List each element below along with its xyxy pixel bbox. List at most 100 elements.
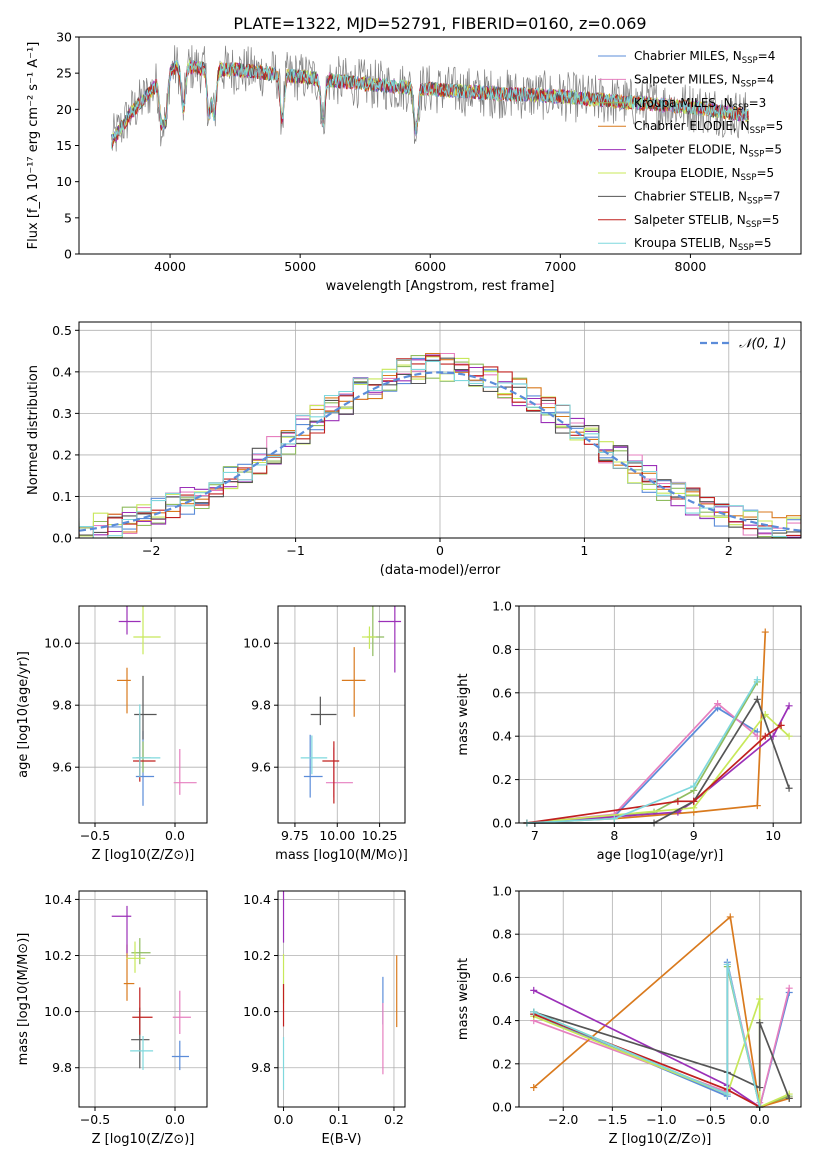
legend-label: Chabrier STELIB, NSSP=7 — [634, 189, 781, 206]
mass_vs_ebv-points — [282, 891, 398, 1090]
errorbar-point — [300, 735, 328, 775]
residuals-panel: 𝒩(0, 1) −2 −1 0 1 2 0.0 0.1 0.2 0.3 0.4 0.5 (data-mo… — [26, 321, 802, 578]
weight_vs_age-panel: 7 8 9 10 0.0 0.2 0.4 0.6 0.8 1.0 age [log10(age/yr… — [456, 599, 802, 863]
x-tick-label: 0.0 — [165, 1112, 185, 1127]
x-tick-label: −1.5 — [597, 1112, 627, 1127]
errorbar-point — [132, 987, 153, 1035]
x-axis-label: E(B-V) — [321, 1132, 361, 1147]
spectrum-legend: Chabrier MILES, NSSP=4 Salpeter MILES, NS… — [598, 49, 783, 253]
x-tick-label: 9.75 — [281, 828, 309, 843]
y-tick-label: 0 — [64, 247, 72, 262]
x-tick-label: −2.0 — [548, 1112, 578, 1127]
x-tick-label: −0.5 — [80, 1112, 110, 1127]
errorbar-point — [126, 941, 146, 973]
age_vs_Z-panel: −0.5 0.0 9.6 9.8 10.0 Z [log10(Z/Z⊙)] age [log… — [16, 605, 208, 863]
data-point-marker — [530, 1008, 538, 1016]
y-tick-label: 10.2 — [44, 948, 72, 963]
model-spectrum-salpeter_stelib — [111, 61, 749, 148]
data-point-marker — [723, 1090, 731, 1098]
y-tick-label: 0.6 — [492, 970, 512, 985]
legend-label: Chabrier ELODIE, NSSP=5 — [634, 119, 783, 136]
errorbar-point — [111, 905, 132, 954]
data-point-marker — [756, 1084, 764, 1092]
legend-label: Kroupa ELODIE, NSSP=5 — [634, 166, 774, 183]
data-point-marker — [785, 732, 793, 740]
x-tick-label: 0.0 — [165, 828, 185, 843]
y-tick-label: 5 — [64, 210, 72, 225]
x-tick-label: 6000 — [414, 259, 446, 274]
y-tick-label: 10.2 — [243, 948, 271, 963]
data-point-marker — [530, 986, 538, 994]
y-tick-label: 10 — [56, 174, 72, 189]
errorbar-point — [322, 741, 340, 804]
y-tick-label: 0.0 — [492, 816, 512, 831]
legend-label: Salpeter STELIB, NSSP=5 — [634, 213, 779, 230]
y-tick-label: 9.8 — [251, 1060, 271, 1075]
y-tick-label: 10.0 — [44, 636, 72, 651]
legend-label: Kroupa MILES, NSSP=3 — [634, 96, 766, 113]
data-point-marker — [785, 1094, 793, 1102]
mass_vs_Z-panel: −0.5 0.0 9.8 10.0 10.2 10.4 Z [log10(Z/Z⊙)] mas… — [16, 890, 208, 1147]
y-tick-label: 9.8 — [52, 1060, 72, 1075]
x-tick-label: 8000 — [675, 259, 707, 274]
y-tick-label: 0.0 — [52, 531, 72, 546]
y-tick-label: 10.0 — [44, 1004, 72, 1019]
y-tick-label: 0.8 — [492, 642, 512, 657]
data-point-marker — [530, 1084, 538, 1092]
mass_vs_ebv-panel: 0.0 0.1 0.2 9.8 10.0 10.2 10.4 E(B-V) — [243, 890, 406, 1147]
errorbar-point — [123, 944, 135, 1001]
y-axis-label: Flux [f_λ 10⁻¹⁷ erg cm⁻² s⁻¹ A⁻¹] — [26, 42, 41, 250]
y-tick-label: 0.3 — [52, 406, 72, 421]
y-tick-label: 10.4 — [243, 892, 271, 907]
x-tick-label: 0.0 — [274, 1112, 294, 1127]
data-point-marker — [690, 804, 698, 812]
spectrum-lines — [111, 45, 749, 152]
errorbar-point — [117, 667, 131, 714]
y-tick-label: 0.4 — [52, 364, 72, 379]
series-line — [526, 679, 759, 824]
axes-frame — [277, 605, 406, 824]
y-tick-label: 10.0 — [243, 636, 271, 651]
y-axis-label: age [log10(age/yr)] — [16, 651, 31, 778]
figure-title: PLATE=1322, MJD=52791, FIBERID=0160, z=0… — [233, 14, 646, 33]
y-tick-label: 1.0 — [492, 599, 512, 614]
y-tick-label: 10.0 — [243, 1004, 271, 1019]
x-tick-label: −1 — [286, 543, 304, 558]
data-point-marker — [753, 695, 761, 703]
x-tick-label: 7 — [531, 828, 539, 843]
x-axis-label: wavelength [Angstrom, rest frame] — [326, 279, 555, 294]
normal-curve — [79, 371, 801, 532]
errorbar-point — [132, 704, 161, 778]
legend-label: Kroupa STELIB, NSSP=5 — [634, 236, 772, 253]
data-point-marker — [756, 995, 764, 1003]
y-tick-label: 0.8 — [492, 927, 512, 942]
series-line — [533, 964, 761, 1108]
mass_vs_Z-points — [111, 905, 191, 1071]
x-tick-label: −1.0 — [646, 1112, 676, 1127]
observed-spectrum — [111, 45, 749, 152]
errorbar-point — [378, 606, 402, 673]
y-tick-label: 30 — [56, 30, 72, 45]
data-point-marker — [690, 782, 698, 790]
y-tick-label: 0.4 — [492, 1013, 512, 1028]
data-point-marker — [785, 984, 793, 992]
y-tick-label: 0.2 — [492, 1056, 512, 1071]
y-tick-label: 0.4 — [492, 729, 512, 744]
axes-frame — [78, 890, 208, 1108]
errorbar-point — [310, 696, 337, 726]
errorbar-point — [341, 647, 366, 717]
x-tick-label: 0.0 — [750, 1112, 770, 1127]
histogram-kroupa_stelib — [79, 359, 801, 538]
axes-frame — [518, 605, 802, 824]
errorbar-point — [361, 626, 377, 649]
x-tick-label: 5000 — [284, 259, 316, 274]
x-tick-label: 4000 — [154, 259, 186, 274]
y-tick-label: 25 — [56, 66, 72, 81]
errorbar-point — [171, 1040, 190, 1071]
x-tick-label: 0.1 — [329, 1112, 349, 1127]
y-tick-label: 0.6 — [492, 685, 512, 700]
x-tick-label: 1 — [580, 543, 588, 558]
model-spectrum-kroupa_stelib — [111, 60, 749, 149]
y-tick-label: 0.0 — [492, 1100, 512, 1115]
